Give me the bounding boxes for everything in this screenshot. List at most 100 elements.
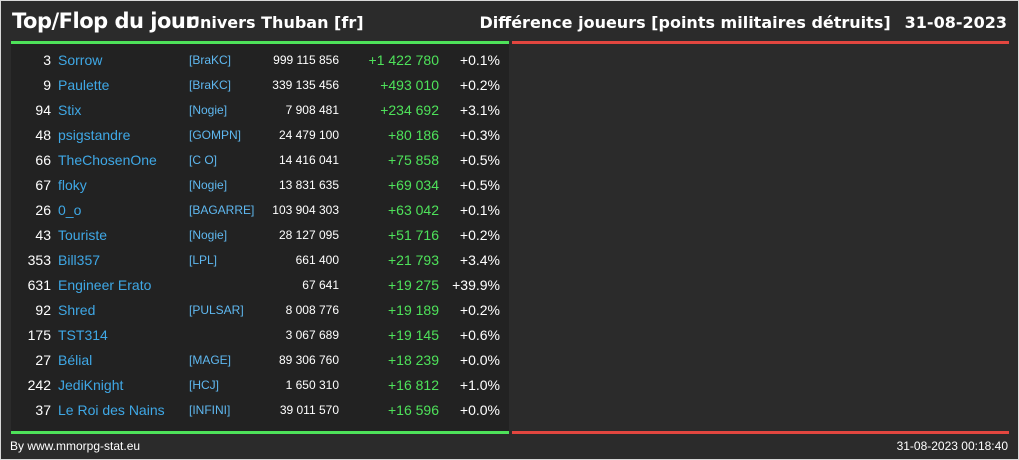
player-diff: +69 034 — [388, 177, 439, 193]
player-points: 67 641 — [302, 278, 339, 292]
table-row: 26 0_o [BAGARRE] 103 904 303 +63 042 +0.1% — [11, 198, 509, 223]
player-name[interactable]: floky — [58, 177, 87, 193]
player-diff: +19 145 — [388, 327, 439, 343]
player-rank: 67 — [35, 177, 51, 193]
player-rank: 48 — [35, 127, 51, 143]
player-diff: +75 858 — [388, 152, 439, 168]
player-points: 1 650 310 — [285, 378, 339, 392]
table-row: 43 Touriste [Nogie] 28 127 095 +51 716 +0.2% — [11, 223, 509, 248]
player-rank: 242 — [27, 377, 51, 393]
top-losers-bar — [512, 41, 1009, 44]
player-alliance[interactable]: [LPL] — [189, 253, 218, 267]
player-diff: +80 186 — [388, 127, 439, 143]
player-name[interactable]: Bélial — [58, 352, 93, 368]
player-percent: +0.2% — [459, 77, 500, 93]
player-name[interactable]: Bill357 — [58, 252, 101, 268]
player-points: 8 008 776 — [285, 303, 339, 317]
bottom-gainers-bar — [11, 431, 509, 434]
player-diff: +21 793 — [388, 252, 439, 268]
player-points: 999 115 856 — [273, 53, 339, 67]
player-percent: +0.1% — [459, 52, 500, 68]
player-rank: 37 — [35, 402, 51, 418]
table-row: 3 Sorrow [BraKC] 999 115 856 +1 422 780 +0.1% — [11, 48, 509, 73]
table-row: 27 Bélial [MAGE] 89 306 760 +18 239 +0.0% — [11, 348, 509, 373]
player-diff: +16 812 — [388, 377, 439, 393]
player-name[interactable]: Stix — [58, 102, 82, 118]
player-rank: 353 — [27, 252, 51, 268]
player-rank: 66 — [35, 152, 51, 168]
player-rank: 92 — [35, 302, 51, 318]
footer-timestamp: 31-08-2023 00:18:40 — [896, 439, 1008, 453]
player-alliance[interactable]: [Nogie] — [189, 228, 228, 242]
player-points: 103 904 303 — [272, 203, 339, 217]
player-points: 13 831 635 — [278, 178, 339, 192]
player-alliance[interactable]: [GOMPN] — [189, 128, 242, 142]
player-diff: +234 692 — [380, 102, 439, 118]
player-name[interactable]: Shred — [58, 302, 96, 318]
player-diff: +1 422 780 — [368, 52, 439, 68]
page-title: Top/Flop du jour — [12, 9, 196, 33]
player-alliance[interactable]: [BraKC] — [189, 53, 232, 67]
player-points: 24 479 100 — [278, 128, 339, 142]
footer-credit[interactable]: By www.mmorpg-stat.eu — [10, 439, 141, 453]
player-points: 339 135 456 — [272, 78, 339, 92]
header-metric-and-date: Différence joueurs [points militaires dé… — [479, 13, 1007, 32]
bottom-losers-bar — [512, 431, 1009, 434]
player-alliance[interactable]: [Nogie] — [189, 178, 228, 192]
top-gainers-bar — [11, 41, 509, 44]
player-rank: 631 — [27, 277, 51, 293]
player-rank: 3 — [43, 52, 51, 68]
player-name[interactable]: Paulette — [58, 77, 110, 93]
player-percent: +39.9% — [452, 277, 500, 293]
player-diff: +493 010 — [380, 77, 439, 93]
player-name[interactable]: Touriste — [58, 227, 108, 243]
player-name[interactable]: TST314 — [58, 327, 108, 343]
player-alliance[interactable]: [C O] — [189, 153, 218, 167]
player-name[interactable]: TheChosenOne — [58, 152, 157, 168]
player-percent: +0.3% — [459, 127, 500, 143]
player-percent: +0.6% — [459, 327, 500, 343]
player-alliance[interactable]: [INFINI] — [189, 403, 231, 417]
table-row: 67 floky [Nogie] 13 831 635 +69 034 +0.5% — [11, 173, 509, 198]
player-diff: +19 275 — [388, 277, 439, 293]
player-percent: +0.2% — [459, 302, 500, 318]
player-percent: +3.1% — [459, 102, 500, 118]
player-name[interactable]: Le Roi des Nains — [58, 402, 165, 418]
player-percent: +0.0% — [459, 402, 500, 418]
player-points: 14 416 041 — [278, 153, 339, 167]
table-row: 9 Paulette [BraKC] 339 135 456 +493 010 +0.2% — [11, 73, 509, 98]
table-row: 48 psigstandre [GOMPN] 24 479 100 +80 186 +0.… — [11, 123, 509, 148]
player-alliance[interactable]: [BraKC] — [189, 78, 232, 92]
player-alliance[interactable]: [PULSAR] — [189, 303, 244, 317]
universe-label: Univers Thuban [fr] — [187, 13, 364, 32]
header-date: 31-08-2023 — [904, 13, 1007, 32]
player-percent: +1.0% — [459, 377, 500, 393]
player-rank: 26 — [35, 202, 51, 218]
player-points: 3 067 689 — [285, 328, 339, 342]
player-diff: +16 596 — [388, 402, 439, 418]
player-alliance[interactable]: [MAGE] — [189, 353, 232, 367]
player-rank: 175 — [27, 327, 51, 343]
player-name[interactable]: 0_o — [58, 202, 82, 218]
player-percent: +0.5% — [459, 177, 500, 193]
table-row: 94 Stix [Nogie] 7 908 481 +234 692 +3.1% — [11, 98, 509, 123]
player-points: 661 400 — [295, 253, 339, 267]
player-diff: +51 716 — [388, 227, 439, 243]
player-name[interactable]: Engineer Erato — [58, 277, 152, 293]
player-points: 28 127 095 — [278, 228, 339, 242]
table-row: 175 TST314 3 067 689 +19 145 +0.6% — [11, 323, 509, 348]
player-points: 89 306 760 — [278, 353, 339, 367]
player-name[interactable]: Sorrow — [58, 52, 103, 68]
player-alliance[interactable]: [Nogie] — [189, 103, 228, 117]
player-points: 7 908 481 — [285, 103, 339, 117]
player-diff: +18 239 — [388, 352, 439, 368]
player-alliance[interactable]: [HCJ] — [189, 378, 219, 392]
player-name[interactable]: JediKnight — [58, 377, 124, 393]
table-row: 37 Le Roi des Nains [INFINI] 39 011 570 +16 … — [11, 398, 509, 423]
player-name[interactable]: psigstandre — [58, 127, 131, 143]
player-percent: +0.2% — [459, 227, 500, 243]
player-diff: +19 189 — [388, 302, 439, 318]
player-rank: 43 — [35, 227, 51, 243]
player-alliance[interactable]: [BAGARRE] — [189, 203, 255, 217]
